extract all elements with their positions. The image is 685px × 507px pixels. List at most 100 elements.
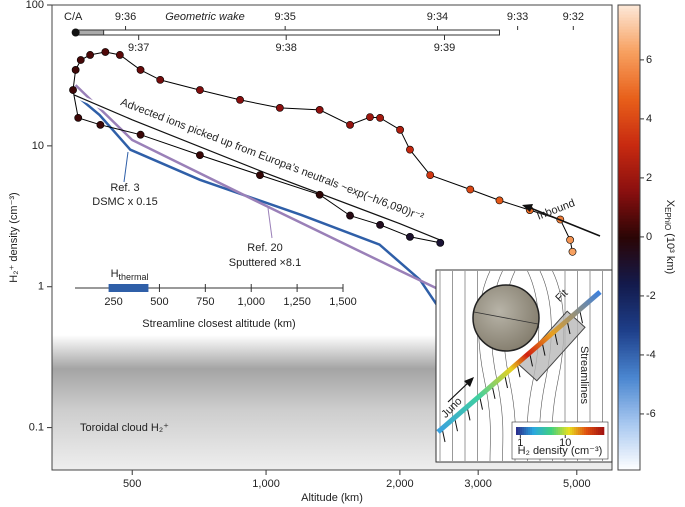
colorbar-cell xyxy=(618,416,640,420)
data-point xyxy=(376,220,384,229)
time-label: 9:39 xyxy=(434,42,455,54)
colorbar-cell xyxy=(618,233,640,237)
colorbar-cell xyxy=(618,179,640,183)
inset-colorbar-cell xyxy=(522,427,525,435)
inset-colorbar-cell xyxy=(544,427,547,435)
inset-colorbar-cell xyxy=(520,427,523,435)
leader xyxy=(123,151,129,183)
inset-colorbar-cell xyxy=(526,427,529,435)
inset-colorbar-cell xyxy=(546,427,549,435)
colorbar-cell xyxy=(618,356,640,360)
colorbar-cell xyxy=(618,371,640,375)
colorbar-cell xyxy=(618,332,640,336)
colorbar-cell xyxy=(618,101,640,105)
colorbar-cell xyxy=(618,257,640,261)
colorbar-tick-label: 4 xyxy=(646,113,652,125)
inset-colorbar-cell xyxy=(542,427,545,435)
data-point xyxy=(69,86,77,94)
inset-colorbar-cell xyxy=(588,427,591,435)
data-point xyxy=(86,51,95,59)
colorbar-cell xyxy=(618,410,640,414)
colorbar-cell xyxy=(618,467,640,471)
colorbar-cell xyxy=(618,137,640,141)
colorbar-cell xyxy=(618,56,640,60)
colorbar-cell xyxy=(618,320,640,324)
colorbar-cell xyxy=(618,107,640,111)
colorbar-tick-label: 6 xyxy=(646,54,652,66)
plot-frame xyxy=(51,4,613,471)
colorbar-cell xyxy=(618,407,640,411)
leader xyxy=(267,207,273,239)
secondary-tick-label: 1,500 xyxy=(329,296,357,308)
colorbar-cell xyxy=(618,398,640,402)
x-tick-label: 3,000 xyxy=(464,478,492,490)
colorbar-cell xyxy=(618,329,640,333)
colorbar-tick-label: -4 xyxy=(646,349,656,361)
colorbar-cell xyxy=(618,383,640,387)
colorbar-tick-label: 0 xyxy=(646,231,652,243)
colorbar-cell xyxy=(618,206,640,210)
data-point xyxy=(406,232,414,241)
colorbar-subscript: EPhiO xyxy=(663,207,672,230)
colorbar-cell xyxy=(618,326,640,330)
y-tick-label: 10 xyxy=(32,140,44,152)
colorbar-cell xyxy=(618,461,640,465)
colorbar-cell xyxy=(618,11,640,15)
toroidal-label: Toroidal cloud H₂⁺ xyxy=(80,422,169,434)
colorbar-cell xyxy=(618,272,640,276)
colorbar-cell xyxy=(618,143,640,147)
data-point xyxy=(346,211,354,220)
colorbar-cell xyxy=(618,428,640,432)
curve-note: DSMC x 0.15 xyxy=(92,196,157,208)
colorbar-cell xyxy=(618,38,640,42)
inbound-arrowhead xyxy=(522,204,533,212)
colorbar-cell xyxy=(618,452,640,456)
inset-colorbar-cell xyxy=(552,427,555,435)
colorbar-cell xyxy=(618,440,640,444)
colorbar-cell xyxy=(618,182,640,186)
colorbar-cell xyxy=(618,341,640,345)
colorbar-cell xyxy=(618,131,640,135)
data-point xyxy=(315,190,324,199)
inset-colorbar-cell xyxy=(556,427,559,435)
colorbar-cell xyxy=(618,26,640,30)
colorbar-cell xyxy=(618,308,640,312)
colorbar-cell xyxy=(618,35,640,39)
colorbar-cell xyxy=(618,128,640,132)
data-point xyxy=(396,125,404,134)
curve-label: Ref. 20 xyxy=(247,242,282,254)
inset-colorbar-cell xyxy=(540,427,543,435)
colorbar-cell xyxy=(618,53,640,57)
h-thermal-subscript: thermal xyxy=(119,272,149,282)
colorbar-cell xyxy=(618,98,640,102)
time-label: 9:35 xyxy=(274,11,295,23)
data-point xyxy=(96,120,105,129)
colorbar-cell xyxy=(618,176,640,180)
data-point xyxy=(466,185,475,194)
curve xyxy=(74,84,441,292)
wake-label: Geometric wake xyxy=(165,11,244,23)
colorbar-symbol: X xyxy=(664,200,676,208)
colorbar-cell xyxy=(618,149,640,153)
colorbar-cell xyxy=(618,77,640,81)
colorbar-cell xyxy=(618,119,640,123)
inset-colorbar-cell xyxy=(600,427,603,435)
colorbar-cell xyxy=(618,311,640,315)
inset-colorbar-cell xyxy=(566,427,569,435)
inset-colorbar-cell xyxy=(516,427,519,435)
time-label: 9:38 xyxy=(275,42,296,54)
secondary-tick-label: 1,250 xyxy=(283,296,311,308)
colorbar-cell xyxy=(618,374,640,378)
inset-colorbar-cell xyxy=(596,427,599,435)
inset-colorbar-cell xyxy=(598,427,601,435)
colorbar-cell xyxy=(618,62,640,66)
inbound-arrow xyxy=(527,206,601,237)
colorbar-cell xyxy=(618,194,640,198)
h-thermal-symbol: H xyxy=(111,268,119,280)
secondary-tick-label: 1,000 xyxy=(237,296,265,308)
data-point xyxy=(136,66,145,74)
colorbar-cell xyxy=(618,284,640,288)
data-point xyxy=(156,75,165,84)
inset-colorbar-cell xyxy=(550,427,553,435)
inset-colorbar-cell xyxy=(584,427,587,435)
